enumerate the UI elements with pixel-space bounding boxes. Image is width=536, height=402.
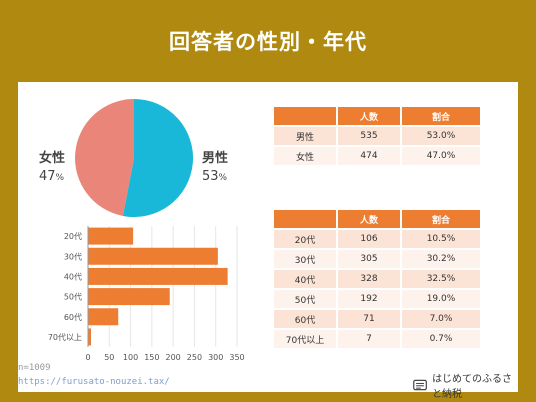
- gender-ratio: 53.0%: [402, 127, 482, 147]
- charts-canvas: 男性 53% 女性 47% 0 50 100 150 200 250 300 350 20代 30代 40代…: [39, 99, 245, 362]
- x-tick-label: 50: [104, 353, 114, 362]
- table-row: 30代 305 30.2%: [274, 250, 482, 270]
- pie-value-unit: %: [56, 173, 65, 183]
- age-table: 人数 割合 20代 106 10.5% 30代 305 30.2% 40代 32…: [274, 210, 482, 350]
- age-count: 328: [338, 270, 402, 290]
- pie-slice: [75, 99, 134, 216]
- age-ratio: 10.5%: [402, 230, 482, 250]
- gender-count: 535: [338, 127, 402, 147]
- gender-table: 人数 割合 男性 535 53.0% 女性 474 47.0%: [274, 107, 482, 167]
- gender-label: 男性: [274, 127, 338, 147]
- x-tick-label: 150: [144, 353, 159, 362]
- x-tick-label: 200: [166, 353, 181, 362]
- category-label: 70代以上: [48, 332, 82, 342]
- age-count: 7: [338, 330, 402, 350]
- category-label: 40代: [64, 271, 82, 281]
- age-ratio: 30.2%: [402, 250, 482, 270]
- age-count: 192: [338, 290, 402, 310]
- card-icon: [413, 379, 427, 391]
- brand-logo: はじめてのふるさと納税: [413, 370, 518, 400]
- pie-value-label: 47%: [39, 169, 65, 184]
- gender-label: 女性: [274, 147, 338, 167]
- gender-table-header-ratio: 割合: [402, 107, 482, 127]
- brand-logo-text: はじめてのふるさと納税: [432, 374, 513, 400]
- age-table-header-count: 人数: [338, 210, 402, 230]
- bar: [88, 227, 134, 245]
- age-count: 71: [338, 310, 402, 330]
- age-ratio: 32.5%: [402, 270, 482, 290]
- x-tick-label: 0: [85, 353, 90, 362]
- pie-label: 男性: [202, 150, 228, 166]
- table-row: 50代 192 19.0%: [274, 290, 482, 310]
- table-row: 40代 328 32.5%: [274, 270, 482, 290]
- age-table-header-blank: [274, 210, 338, 230]
- gender-table-header-blank: [274, 107, 338, 127]
- gender-count: 474: [338, 147, 402, 167]
- table-row: 60代 71 7.0%: [274, 310, 482, 330]
- sample-size-note: n=1009: [18, 363, 51, 373]
- age-ratio: 7.0%: [402, 310, 482, 330]
- category-label: 20代: [64, 231, 82, 241]
- bar: [88, 308, 119, 326]
- age-label: 50代: [274, 290, 338, 310]
- x-tick-label: 350: [229, 353, 244, 362]
- age-label: 70代以上: [274, 330, 338, 350]
- pie-label: 女性: [39, 150, 65, 166]
- bar: [88, 328, 91, 346]
- gender-ratio: 47.0%: [402, 147, 482, 167]
- table-row: 20代 106 10.5%: [274, 230, 482, 250]
- bar: [88, 267, 228, 285]
- x-tick-label: 100: [123, 353, 138, 362]
- table-row: 70代以上 7 0.7%: [274, 330, 482, 350]
- bar: [88, 288, 170, 306]
- age-count: 106: [338, 230, 402, 250]
- gender-table-header-count: 人数: [338, 107, 402, 127]
- source-url[interactable]: https://furusato-nouzei.tax/: [18, 377, 170, 387]
- table-row: 男性 535 53.0%: [274, 127, 482, 147]
- pie-value-unit: %: [219, 173, 228, 183]
- table-row: 女性 474 47.0%: [274, 147, 482, 167]
- age-label: 60代: [274, 310, 338, 330]
- category-label: 50代: [64, 292, 82, 302]
- header-band: 回答者の性別・年代: [0, 0, 536, 82]
- pie-value-label: 53%: [202, 169, 228, 184]
- age-label: 40代: [274, 270, 338, 290]
- age-count: 305: [338, 250, 402, 270]
- category-label: 30代: [64, 251, 82, 261]
- category-label: 60代: [64, 312, 82, 322]
- age-ratio: 0.7%: [402, 330, 482, 350]
- age-label: 20代: [274, 230, 338, 250]
- pie-slice: [122, 99, 194, 217]
- content-card: 男性 53% 女性 47% 0 50 100 150 200 250 300 350 20代 30代 40代…: [18, 82, 518, 400]
- page-title: 回答者の性別・年代: [169, 30, 367, 54]
- age-label: 30代: [274, 250, 338, 270]
- age-table-header-ratio: 割合: [402, 210, 482, 230]
- bar: [88, 247, 218, 265]
- age-ratio: 19.0%: [402, 290, 482, 310]
- x-tick-label: 250: [187, 353, 202, 362]
- x-tick-label: 300: [208, 353, 223, 362]
